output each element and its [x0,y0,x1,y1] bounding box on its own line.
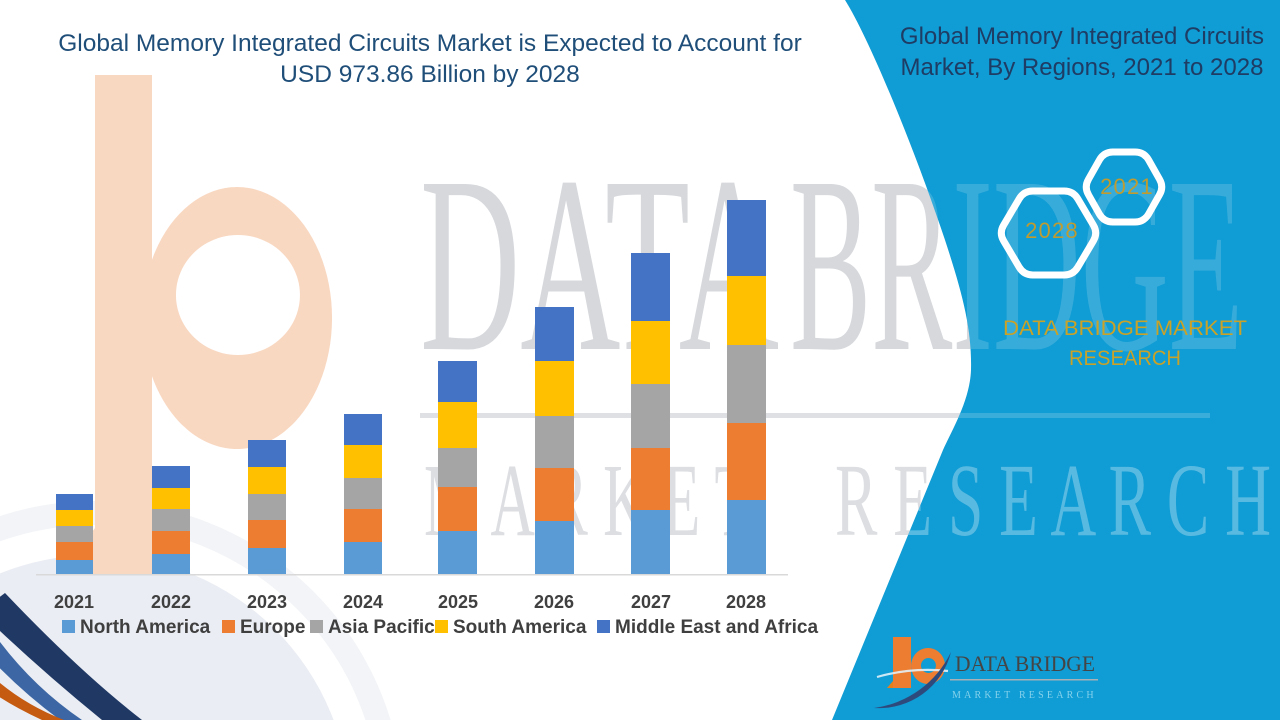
svg-text:DATA BRIDGE MARKET: DATA BRIDGE MARKET [1003,317,1247,340]
svg-text:Europe: Europe [240,617,305,638]
svg-text:DATA: DATA [420,124,779,404]
svg-text:2024: 2024 [343,592,383,612]
svg-text:MARKET RESEARCH: MARKET RESEARCH [952,690,1097,701]
svg-text:Middle East and Africa: Middle East and Africa [615,617,818,638]
svg-text:Asia Pacific: Asia Pacific [328,617,435,638]
svg-text:2021: 2021 [1100,174,1154,199]
svg-text:2023: 2023 [247,592,287,612]
svg-text:DATA BRIDGE: DATA BRIDGE [955,651,1095,676]
svg-text:2026: 2026 [534,592,574,612]
svg-text:M A R K E T: M A R K E T [424,443,752,558]
svg-text:2027: 2027 [631,592,671,612]
svg-text:Global Memory Integrated Circu: Global Memory Integrated Circuits [900,23,1264,50]
svg-text:USD 973.86 Billion by 2028: USD 973.86 Billion by 2028 [280,61,580,88]
svg-text:North America: North America [80,617,211,638]
svg-text:2028: 2028 [726,592,766,612]
svg-text:Global Memory Integrated Circu: Global Memory Integrated Circuits Market… [58,30,801,57]
svg-text:RESEARCH: RESEARCH [1069,347,1181,370]
svg-text:2028: 2028 [1025,218,1079,243]
svg-text:2022: 2022 [151,592,191,612]
svg-text:Market, By Regions, 2021 to 20: Market, By Regions, 2021 to 2028 [901,54,1264,81]
svg-text:2025: 2025 [438,592,478,612]
svg-text:South America: South America [453,617,587,638]
svg-text:2021: 2021 [54,592,94,612]
